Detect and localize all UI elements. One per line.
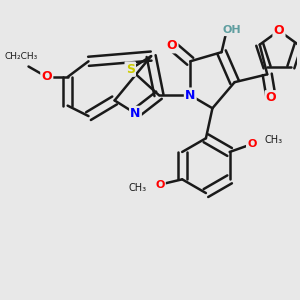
Text: O: O <box>247 139 256 149</box>
Text: S: S <box>126 63 135 76</box>
Text: CH₂CH₃: CH₂CH₃ <box>4 52 37 61</box>
Text: O: O <box>155 180 165 190</box>
Text: O: O <box>266 91 276 104</box>
Text: CH₃: CH₃ <box>265 135 283 145</box>
Text: N: N <box>130 107 141 120</box>
Text: OH: OH <box>223 25 241 35</box>
Text: O: O <box>41 70 52 83</box>
Text: O: O <box>274 24 284 37</box>
Text: CH₃: CH₃ <box>129 184 147 194</box>
Text: N: N <box>185 89 195 102</box>
Text: O: O <box>167 39 177 52</box>
